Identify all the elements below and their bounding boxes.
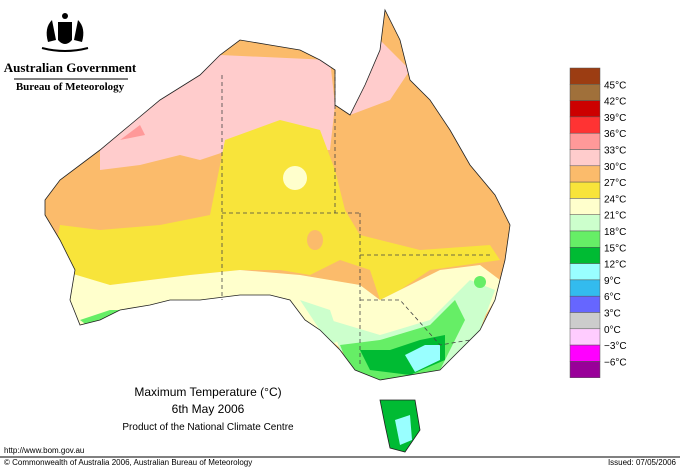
legend-swatch bbox=[569, 312, 601, 330]
legend-swatch bbox=[569, 67, 601, 85]
legend-swatch bbox=[569, 230, 601, 248]
legend-label: 15°C bbox=[604, 243, 626, 254]
legend-swatch bbox=[569, 116, 601, 134]
legend-label: 27°C bbox=[604, 178, 626, 189]
legend-label: 12°C bbox=[604, 260, 626, 271]
legend-swatch bbox=[569, 247, 601, 264]
issued: Issued: 07/05/2006 bbox=[608, 458, 677, 467]
legend-label: 42°C bbox=[604, 97, 626, 108]
legend-swatch bbox=[569, 132, 601, 150]
legend-label: 24°C bbox=[604, 194, 626, 205]
map-title: Maximum Temperature (°C) bbox=[134, 385, 281, 399]
legend-swatch bbox=[569, 198, 601, 215]
legend-swatch bbox=[569, 181, 601, 199]
legend-swatch bbox=[569, 263, 601, 281]
legend-label: 39°C bbox=[604, 113, 626, 124]
url[interactable]: http://www.bom.gov.au bbox=[4, 446, 84, 455]
coat-of-arms bbox=[41, 13, 89, 52]
coastline bbox=[44, 8, 511, 453]
legend-swatch bbox=[569, 344, 601, 362]
legend-swatch bbox=[569, 328, 601, 346]
legend-swatch bbox=[569, 149, 601, 167]
legend-swatch bbox=[569, 279, 601, 297]
legend-label: 33°C bbox=[604, 146, 626, 157]
legend-label: 36°C bbox=[604, 129, 626, 140]
legend-label: −3°C bbox=[604, 341, 627, 352]
legend-label: 6°C bbox=[604, 292, 621, 303]
legend-label: 21°C bbox=[604, 211, 626, 222]
legend-swatch bbox=[569, 295, 601, 313]
legend: 45°C 42°C 39°C 36°C 33°C 30°C 27°C 24°C 21°C 18°C… bbox=[569, 67, 627, 378]
legend-swatch bbox=[569, 361, 601, 378]
legend-label: 9°C bbox=[604, 276, 621, 287]
legend-label: 18°C bbox=[604, 227, 626, 238]
legend-swatch bbox=[569, 100, 601, 118]
agency: Australian Government bbox=[4, 60, 137, 75]
legend-label: 0°C bbox=[604, 325, 621, 336]
bureau: Bureau of Meteorology bbox=[16, 81, 125, 93]
legend-label: 3°C bbox=[604, 309, 621, 320]
map-product: Product of the National Climate Centre bbox=[122, 422, 294, 433]
legend-swatch bbox=[569, 214, 601, 232]
legend-label: 45°C bbox=[604, 80, 626, 91]
legend-label: −6°C bbox=[604, 357, 627, 368]
map-date: 6th May 2006 bbox=[172, 402, 245, 416]
legend-swatch bbox=[569, 84, 601, 101]
copyright: © Commonwealth of Australia 2006, Austra… bbox=[4, 458, 252, 467]
legend-swatch bbox=[569, 165, 601, 183]
legend-label: 30°C bbox=[604, 162, 626, 173]
